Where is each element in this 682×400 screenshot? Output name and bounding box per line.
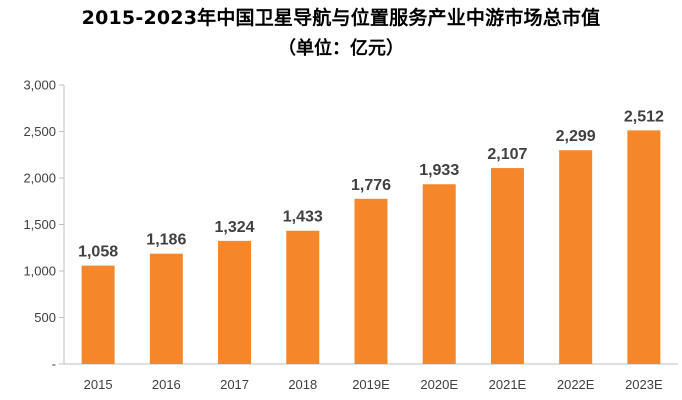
- bar: [627, 130, 661, 364]
- x-tick-label: 2021E: [489, 377, 527, 392]
- bar: [490, 168, 524, 364]
- y-axis: - 500 1,000 1,500 2,000 2,500 3,000: [23, 78, 65, 372]
- y-tick-label: 1,000: [23, 264, 56, 279]
- x-tick-label: 2015: [84, 377, 113, 392]
- bar: [286, 230, 320, 364]
- data-label: 1,933: [419, 162, 459, 179]
- bar: [218, 240, 252, 364]
- data-label: 2,512: [624, 108, 664, 125]
- x-tick-label: 2018: [288, 377, 317, 392]
- data-label: 1,186: [146, 232, 186, 249]
- bars: [81, 130, 661, 364]
- y-tick-label: 2,500: [23, 124, 56, 139]
- x-tick-label: 2016: [152, 377, 181, 392]
- y-tick-label: 1,500: [23, 217, 56, 232]
- bar: [354, 198, 388, 364]
- chart-title: 2015-2023年中国卫星导航与位置服务产业中游市场总市值: [81, 7, 601, 29]
- y-tick-label: 2,000: [23, 171, 56, 186]
- x-axis: 2015 2016 2017 2018 2019E 2020E 2021E 2022E 2023…: [64, 363, 678, 392]
- bar: [149, 253, 183, 364]
- data-label: 2,299: [556, 128, 596, 145]
- y-tick-label: 500: [34, 310, 56, 325]
- data-label: 1,058: [78, 244, 118, 261]
- data-labels: 1,058 1,186 1,324 1,433 1,776 1,933 2,107 2,299…: [78, 108, 664, 260]
- bar: [81, 265, 115, 364]
- x-tick-label: 2023E: [625, 377, 663, 392]
- x-tick-label: 2022E: [557, 377, 595, 392]
- bar: [422, 184, 456, 364]
- x-tick-label: 2017: [220, 377, 249, 392]
- x-tick-label: 2020E: [420, 377, 458, 392]
- data-label: 1,324: [215, 219, 255, 236]
- y-tick-label: -: [52, 357, 56, 372]
- data-label: 2,107: [487, 146, 527, 163]
- chart-title-block: 2015-2023年中国卫星导航与位置服务产业中游市场总市值 （单位：亿元）: [0, 4, 682, 62]
- chart-subtitle: （单位：亿元）: [278, 38, 404, 59]
- bar: [559, 150, 593, 364]
- data-label: 1,776: [351, 177, 391, 194]
- x-tick-label: 2019E: [352, 377, 390, 392]
- y-tick-label: 3,000: [23, 78, 56, 93]
- data-label: 1,433: [283, 209, 323, 226]
